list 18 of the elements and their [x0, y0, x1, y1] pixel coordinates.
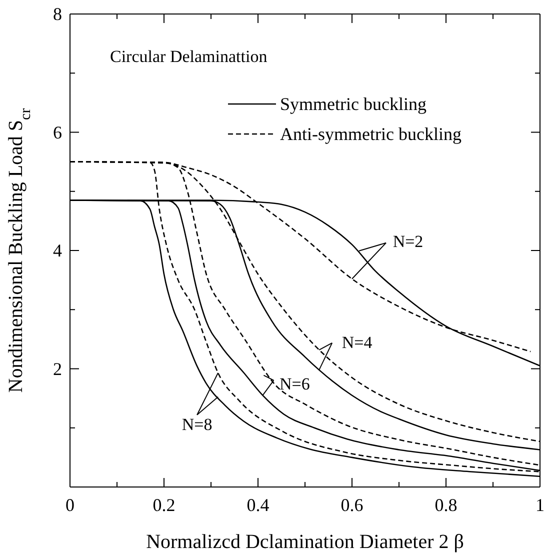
annotation: N=6	[280, 374, 310, 394]
x-tick-label: 0.2	[152, 495, 176, 515]
y-tick-label: 4	[53, 240, 62, 260]
legend-label: Symmetric buckling	[280, 94, 426, 114]
x-axis-title: Normalizcd Dclamination Diameter 2 β	[146, 531, 464, 553]
annotation: N=4	[342, 332, 373, 352]
x-tick-label: 0.6	[340, 495, 364, 515]
y-tick-label: 6	[53, 122, 62, 142]
x-tick-label: 0.8	[434, 495, 458, 515]
x-tick-label: 1	[536, 495, 544, 515]
y-tick-label: 2	[53, 358, 62, 379]
annotation: N=2	[392, 232, 424, 251]
x-tick-label: 0.4	[246, 495, 270, 515]
x-tick-label: 0	[66, 495, 74, 515]
annotation: Circular Delaminattion	[110, 47, 268, 66]
legend-label: Anti-symmetric buckling	[280, 124, 462, 144]
annotation: N=8	[182, 414, 212, 434]
y-tick-label: 8	[53, 4, 62, 24]
